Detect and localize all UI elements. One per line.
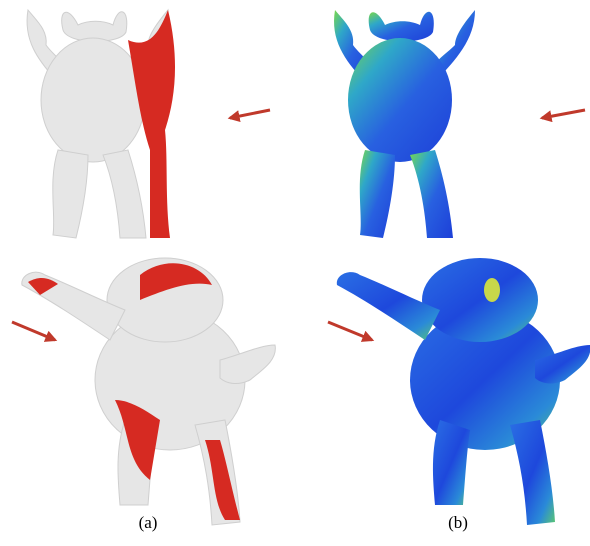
arrow [542,110,585,118]
arrow [12,322,55,340]
panel-a-bottom [22,258,276,525]
highlight-region [484,278,500,302]
arrow [328,322,372,340]
panel-a-top [27,10,175,238]
panel-b-top [334,10,475,238]
page: (a) (b) (() => { const data = JSON.parse… [0,0,590,546]
arrow [230,110,270,118]
figure: (a) (b) [0,0,590,546]
caption: (b) [448,513,468,532]
panel-b-bottom [337,258,590,525]
caption: (a) [139,513,158,532]
